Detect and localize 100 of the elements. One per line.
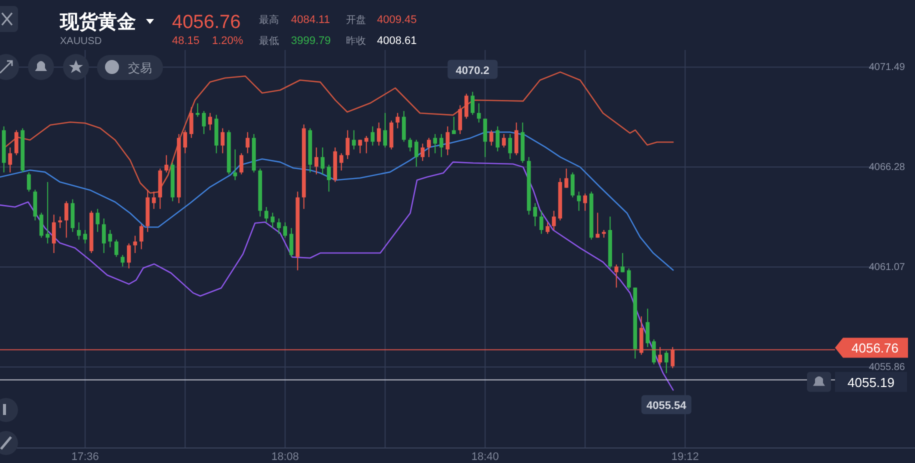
- candlestick: [452, 116, 456, 135]
- annotation: 4055.54: [646, 400, 688, 412]
- candlestick: [183, 130, 188, 154]
- candlestick: [552, 210, 556, 230]
- candlestick: [289, 228, 294, 258]
- candlestick: [358, 139, 362, 154]
- candlestick: [383, 112, 388, 148]
- text: 48.15: [172, 35, 200, 47]
- candlestick: [326, 164, 331, 192]
- candlestick: [489, 130, 494, 146]
- x-tick-label: 18:40: [471, 451, 499, 463]
- candlestick: [546, 222, 550, 234]
- candlestick: [208, 112, 212, 131]
- candlestick: [52, 214, 56, 254]
- candlestick: [496, 126, 500, 152]
- candlestick: [508, 134, 512, 160]
- candlestick: [14, 130, 18, 156]
- candlestick: [126, 242, 131, 269]
- candlestick: [196, 102, 200, 118]
- x-tick-label: 17:36: [71, 451, 99, 463]
- candlestick: [108, 230, 112, 248]
- text: 4008.61: [377, 35, 417, 47]
- line-series: [0, 161, 674, 391]
- candlestick: [514, 122, 518, 156]
- candlestick: [102, 218, 106, 254]
- candlestick: [620, 252, 625, 273]
- text: 4009.45: [377, 14, 417, 26]
- y-tick-label: 4061.07: [868, 262, 906, 274]
- y-tick-label: 4071.49: [868, 62, 906, 74]
- candlestick: [396, 112, 400, 129]
- candlestick: [402, 110, 406, 142]
- candlestick: [433, 134, 438, 154]
- candlestick: [270, 212, 275, 229]
- text: 昨收: [346, 35, 366, 47]
- candlestick: [283, 222, 288, 238]
- candlestick: [76, 222, 81, 240]
- candlestick: [233, 148, 238, 181]
- candlestick: [458, 104, 462, 135]
- candlestick: [414, 139, 418, 168]
- annotation: 4070.2: [456, 64, 490, 77]
- chart-title: 现货黄金: [59, 11, 136, 33]
- candlestick: [320, 146, 325, 175]
- y-tick-label: 4066.28: [868, 162, 906, 174]
- candlestick: [570, 172, 575, 198]
- candlestick: [476, 102, 481, 124]
- candlestick: [46, 182, 50, 244]
- candlestick: [539, 210, 544, 234]
- candlestick: [564, 168, 568, 188]
- chart-subtitle: XAUUSD: [60, 36, 102, 47]
- candlestick: [246, 132, 250, 154]
- candlestick: [339, 152, 344, 172]
- candlestick: [264, 206, 268, 223]
- candlestick: [8, 146, 12, 173]
- text: 4056.76: [172, 12, 241, 33]
- candlestick: [596, 212, 600, 238]
- candlestick: [39, 212, 44, 238]
- candlestick: [220, 128, 225, 154]
- candlestick: [114, 239, 118, 258]
- candlestick: [314, 146, 318, 175]
- candlestick: [614, 264, 618, 288]
- candlestick: [276, 218, 281, 234]
- candlestick: [189, 106, 194, 138]
- candlestick: [96, 208, 100, 232]
- candlestick: [420, 143, 425, 162]
- candlestick: [120, 254, 125, 267]
- candlestick: [346, 130, 350, 160]
- candlestick: [576, 191, 581, 212]
- candlestick: [652, 338, 656, 365]
- candlestick: [439, 134, 444, 158]
- candlestick: [364, 135, 368, 154]
- candlestick: [58, 216, 62, 229]
- candlestick: [370, 126, 375, 146]
- candlestick: [26, 172, 31, 192]
- candlestick: [664, 350, 668, 374]
- candlestick: [426, 137, 431, 158]
- x-tick-label: 19:12: [671, 451, 699, 463]
- candlestick: [64, 200, 68, 238]
- ref-line-label: 4055.19: [848, 374, 894, 390]
- ref-line-label: 4056.76: [852, 340, 898, 356]
- candlestick: [239, 152, 244, 175]
- candlestick: [133, 235, 138, 254]
- candlestick: [470, 91, 475, 116]
- candlestick: [408, 137, 412, 152]
- text: 1.20%: [212, 35, 244, 47]
- candlestick: [583, 193, 588, 212]
- candlestick: [483, 118, 488, 158]
- text: 4084.11: [291, 14, 330, 26]
- candlestick: [646, 308, 650, 348]
- text: 3999.79: [291, 35, 331, 47]
- candlestick: [502, 134, 506, 148]
- candlestick: [464, 93, 468, 120]
- x-tick-label: 18:08: [271, 451, 299, 463]
- candlestick: [376, 122, 381, 146]
- annotation: 交易: [128, 61, 152, 75]
- candlestick: [533, 202, 538, 227]
- candlestick: [446, 126, 450, 156]
- candlestick: [83, 230, 88, 244]
- y-tick-label: 4055.86: [868, 362, 906, 374]
- candlestick: [352, 130, 356, 150]
- candlestick: [139, 224, 144, 250]
